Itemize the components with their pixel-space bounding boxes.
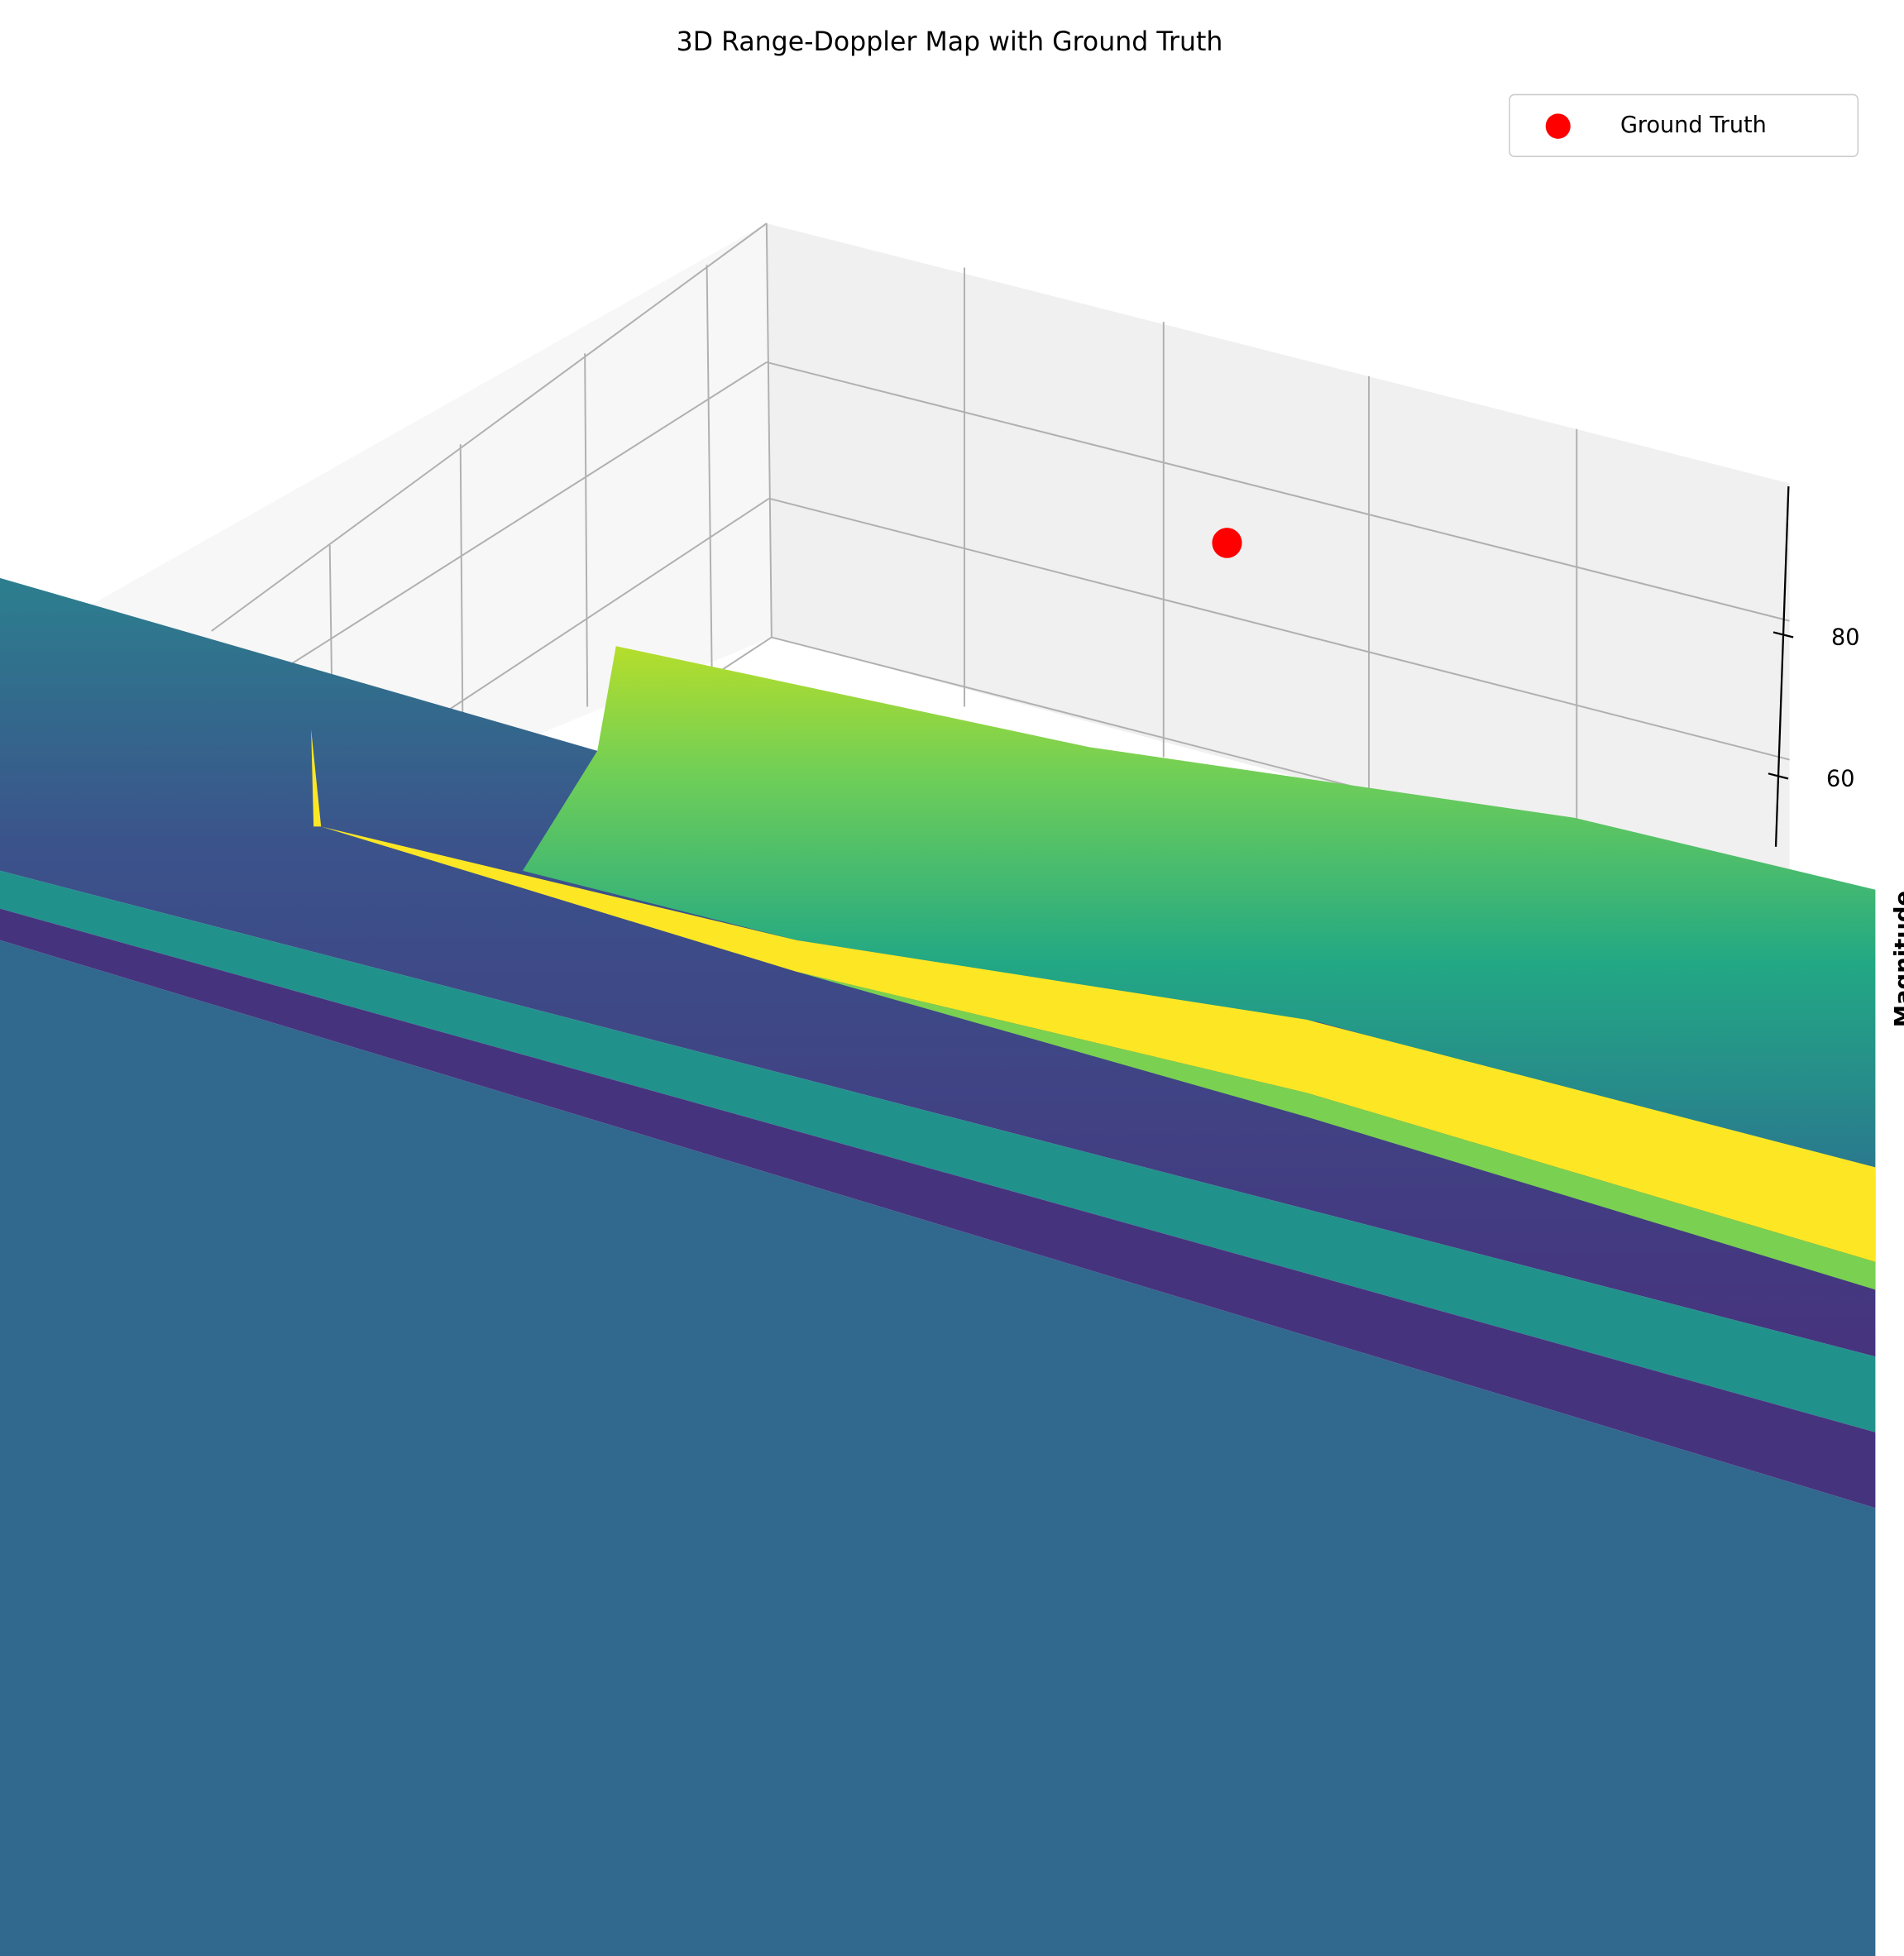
point	[1212, 528, 1242, 558]
surface-face	[0, 908, 1876, 1509]
back-pane	[766, 223, 1790, 909]
surface-face	[522, 646, 1876, 1174]
z-tick	[1772, 631, 1794, 638]
surface-face	[321, 826, 1876, 1262]
z-tick-label: 60	[1826, 766, 1854, 791]
legend-box	[1509, 93, 1859, 157]
z-axis-label: Magnitude	[1891, 891, 1904, 1027]
legend-marker	[1545, 113, 1571, 139]
points	[1212, 528, 1242, 558]
z-tick-label: 80	[1831, 624, 1859, 650]
legend-label: Ground Truth	[1620, 112, 1767, 138]
legend: Ground Truth	[1509, 93, 1859, 157]
surface-face	[0, 940, 1876, 1956]
z-axis: 60 80	[1768, 486, 1860, 847]
surface	[0, 577, 1876, 1956]
chart-title: 3D Range-Doppler Map with Ground Truth	[677, 26, 1223, 57]
z-axis-line	[1774, 486, 1790, 847]
z-tick	[1768, 772, 1789, 780]
surface-face	[0, 870, 1876, 1432]
